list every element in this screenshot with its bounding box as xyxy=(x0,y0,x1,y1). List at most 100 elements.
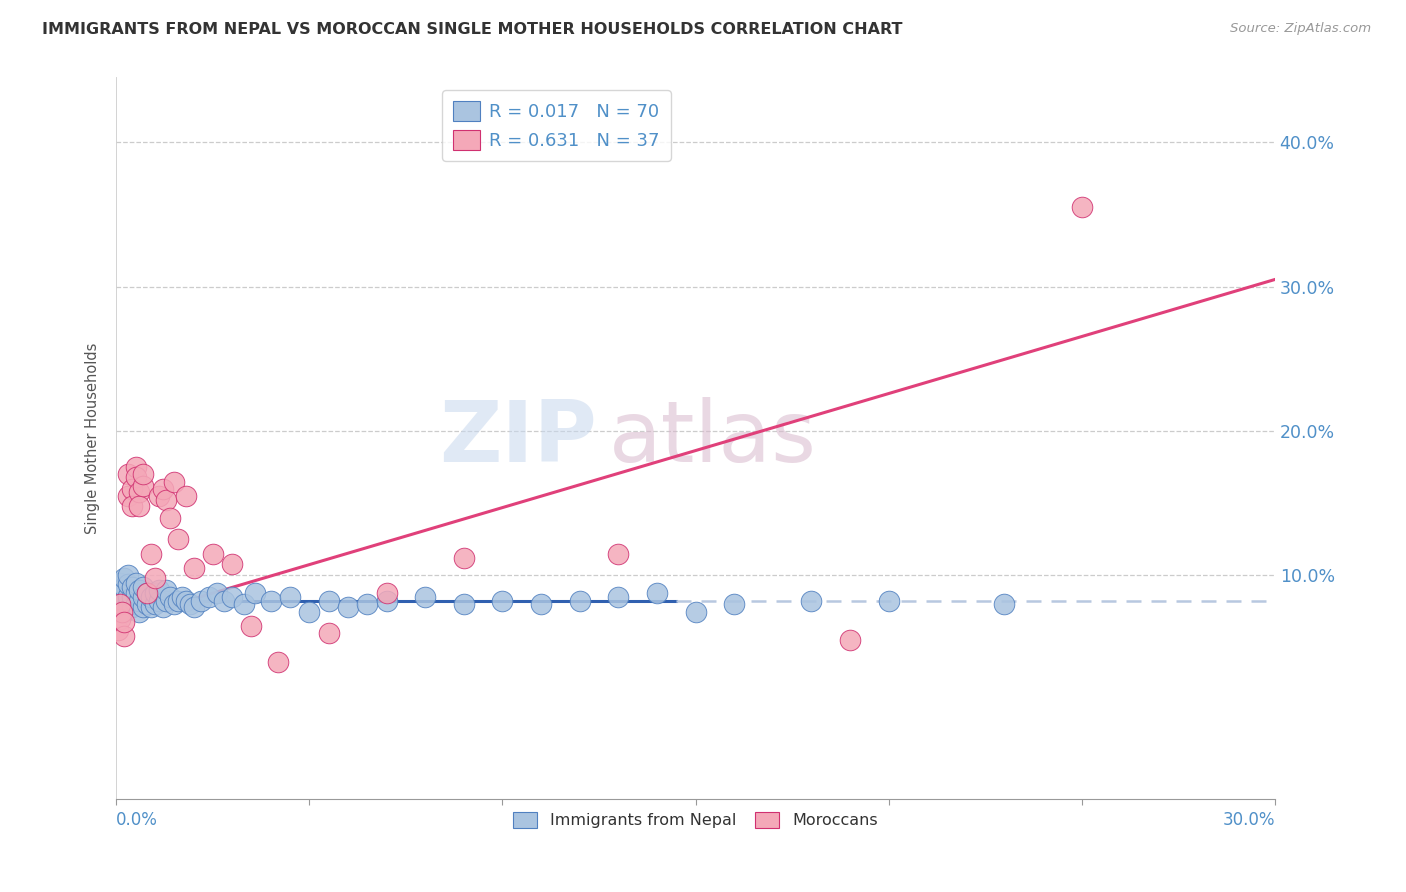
Point xyxy=(121,590,143,604)
Point xyxy=(139,547,162,561)
Point xyxy=(117,577,139,591)
Point xyxy=(278,590,301,604)
Point xyxy=(128,582,150,597)
Point xyxy=(645,586,668,600)
Point xyxy=(267,655,290,669)
Text: atlas: atlas xyxy=(609,397,817,480)
Text: Source: ZipAtlas.com: Source: ZipAtlas.com xyxy=(1230,22,1371,36)
Point xyxy=(167,533,190,547)
Point xyxy=(453,551,475,566)
Point xyxy=(1070,200,1092,214)
Point xyxy=(174,489,197,503)
Point xyxy=(132,467,155,482)
Point xyxy=(143,571,166,585)
Legend: Immigrants from Nepal, Moroccans: Immigrants from Nepal, Moroccans xyxy=(506,805,884,835)
Point xyxy=(568,594,591,608)
Point xyxy=(190,594,212,608)
Point xyxy=(117,489,139,503)
Point xyxy=(260,594,283,608)
Point xyxy=(183,600,205,615)
Point xyxy=(413,590,436,604)
Point xyxy=(136,586,159,600)
Point xyxy=(121,482,143,496)
Text: 0.0%: 0.0% xyxy=(117,811,157,829)
Point xyxy=(148,582,170,597)
Point xyxy=(128,594,150,608)
Point xyxy=(132,600,155,615)
Point xyxy=(152,482,174,496)
Point xyxy=(148,489,170,503)
Point xyxy=(124,460,146,475)
Point xyxy=(132,479,155,493)
Point xyxy=(221,590,243,604)
Point xyxy=(112,605,135,619)
Point xyxy=(877,594,900,608)
Point xyxy=(108,597,131,611)
Point xyxy=(163,475,186,489)
Point xyxy=(112,615,135,629)
Point xyxy=(136,597,159,611)
Point xyxy=(800,594,823,608)
Point xyxy=(111,590,134,604)
Point xyxy=(124,470,146,484)
Point xyxy=(132,580,155,594)
Point xyxy=(107,594,129,608)
Point xyxy=(128,605,150,619)
Point xyxy=(607,547,630,561)
Point xyxy=(111,586,134,600)
Point xyxy=(221,557,243,571)
Point xyxy=(201,547,224,561)
Point xyxy=(121,499,143,513)
Text: 30.0%: 30.0% xyxy=(1222,811,1275,829)
Point xyxy=(152,600,174,615)
Point xyxy=(124,575,146,590)
Point xyxy=(163,597,186,611)
Point xyxy=(685,605,707,619)
Point xyxy=(124,586,146,600)
Point xyxy=(155,582,177,597)
Point xyxy=(117,568,139,582)
Point xyxy=(117,597,139,611)
Point xyxy=(298,605,321,619)
Point xyxy=(132,590,155,604)
Point xyxy=(155,493,177,508)
Point xyxy=(179,597,201,611)
Point xyxy=(159,590,181,604)
Point xyxy=(117,467,139,482)
Point xyxy=(139,600,162,615)
Point xyxy=(356,597,378,611)
Point xyxy=(167,594,190,608)
Point xyxy=(183,561,205,575)
Point xyxy=(198,590,221,604)
Point xyxy=(245,586,267,600)
Point xyxy=(108,612,131,626)
Point xyxy=(993,597,1015,611)
Text: ZIP: ZIP xyxy=(439,397,598,480)
Point xyxy=(839,633,862,648)
Y-axis label: Single Mother Households: Single Mother Households xyxy=(86,343,100,534)
Point xyxy=(205,586,228,600)
Point xyxy=(112,580,135,594)
Point xyxy=(111,605,134,619)
Point xyxy=(336,600,359,615)
Point xyxy=(143,586,166,600)
Point xyxy=(530,597,553,611)
Point xyxy=(124,597,146,611)
Point xyxy=(128,499,150,513)
Point xyxy=(112,571,135,585)
Point xyxy=(117,589,139,603)
Point xyxy=(108,582,131,597)
Point xyxy=(723,597,745,611)
Point xyxy=(112,594,135,608)
Point xyxy=(240,619,263,633)
Point xyxy=(232,597,254,611)
Point xyxy=(155,594,177,608)
Point xyxy=(174,594,197,608)
Point xyxy=(121,580,143,594)
Point xyxy=(375,594,398,608)
Text: IMMIGRANTS FROM NEPAL VS MOROCCAN SINGLE MOTHER HOUSEHOLDS CORRELATION CHART: IMMIGRANTS FROM NEPAL VS MOROCCAN SINGLE… xyxy=(42,22,903,37)
Point xyxy=(108,575,131,590)
Point xyxy=(318,626,340,640)
Point xyxy=(143,597,166,611)
Point xyxy=(453,597,475,611)
